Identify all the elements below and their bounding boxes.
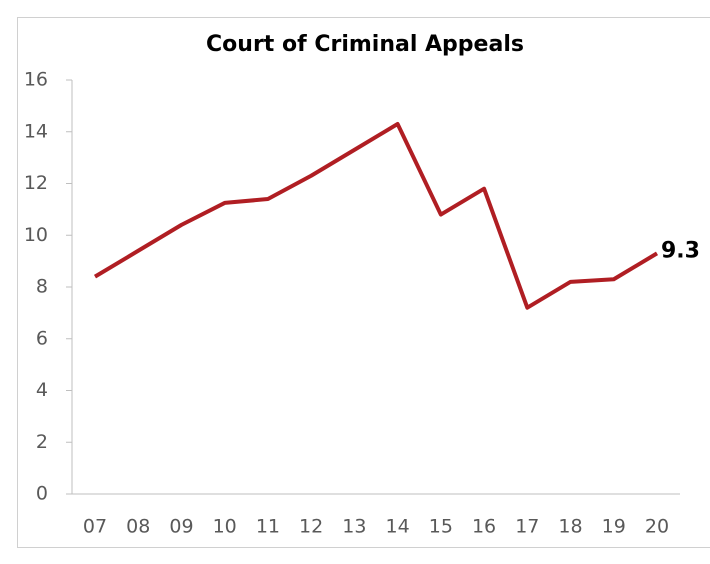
y-tick-label: 8 xyxy=(36,276,48,298)
x-tick-label: 17 xyxy=(515,516,539,538)
x-tick-label: 10 xyxy=(213,516,237,538)
y-tick-label: 6 xyxy=(36,327,48,349)
x-tick-label: 18 xyxy=(558,516,582,538)
x-tick-label: 15 xyxy=(429,516,453,538)
y-tick-label: 12 xyxy=(24,172,48,194)
x-tick-label: 14 xyxy=(386,516,410,538)
x-tick-label: 16 xyxy=(472,516,496,538)
x-tick-label: 07 xyxy=(83,516,107,538)
y-tick-label: 4 xyxy=(36,379,48,401)
chart-border xyxy=(17,17,710,548)
y-tick-label: 16 xyxy=(24,69,48,91)
x-tick-label: 11 xyxy=(256,516,280,538)
y-tick-label: 10 xyxy=(24,224,48,246)
data-label: 9.3 xyxy=(661,238,700,263)
y-tick-label: 0 xyxy=(36,483,48,505)
x-tick-label: 09 xyxy=(169,516,193,538)
chart-title: Court of Criminal Appeals xyxy=(206,32,524,57)
x-tick-label: 19 xyxy=(602,516,626,538)
x-tick-label: 20 xyxy=(645,516,669,538)
x-tick-label: 12 xyxy=(299,516,323,538)
x-tick-label: 08 xyxy=(126,516,150,538)
x-tick-label: 13 xyxy=(342,516,366,538)
line-series xyxy=(93,121,659,310)
y-tick-label: 2 xyxy=(36,431,48,453)
y-tick-label: 14 xyxy=(24,120,48,142)
